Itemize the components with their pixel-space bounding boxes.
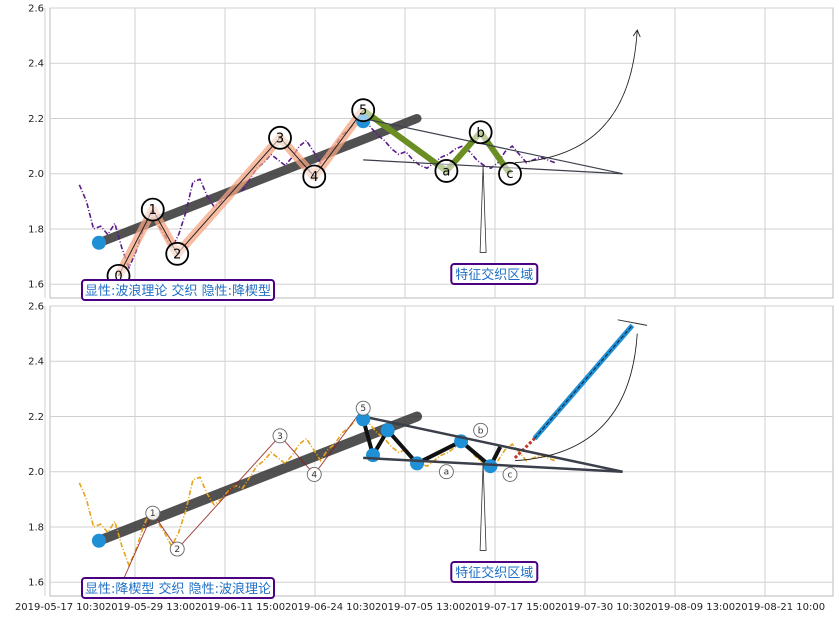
method-legend-label: 显性:波浪理论 交织 隐性:降楔型 [85, 283, 271, 299]
x-tick-label: 2019-08-21 10:00 [735, 602, 825, 613]
wave-label-c-top: c [506, 167, 513, 182]
y-tick-label-bottom: 2.4 [28, 357, 44, 368]
wave-label-circle-top [468, 120, 493, 145]
wedge-pivot-dot [410, 456, 425, 471]
method-legend-label: 显性:降楔型 交织 隐性:波浪理论 [85, 581, 271, 597]
x-tick-label: 2019-06-24 10:30 [285, 602, 375, 613]
x-tick-label: 2019-07-30 10:30 [555, 602, 645, 613]
pivot-dot-5 [356, 412, 371, 427]
wedge-pivot-dot [380, 423, 395, 438]
y-tick-label-top: 2.2 [28, 114, 44, 125]
wave-label-circle-bottom [438, 464, 454, 480]
wave-label-0-top: 0 [114, 269, 122, 284]
wave-label-4-bottom: 4 [311, 470, 317, 480]
wave-label-circle-top [268, 125, 292, 150]
wave-label-circle-bottom [473, 422, 489, 438]
wedge-lower-line [363, 456, 623, 473]
x-tick-label: 2019-05-29 13:00 [105, 602, 195, 613]
wave-correction-line [361, 107, 513, 176]
wedge-upper-line [362, 415, 623, 473]
x-tick-label: 2019-06-11 15:00 [195, 602, 285, 613]
wave-label-b-bottom: b [478, 426, 484, 436]
price-line-bottom [78, 415, 556, 568]
wave-label-1-top: 1 [149, 203, 157, 218]
wave-label-circle-top [498, 161, 522, 186]
y-tick-label-bottom: 1.8 [28, 522, 44, 533]
wedge-lower-line [363, 159, 623, 175]
method-legend-box [81, 577, 275, 599]
wave-label-circle-bottom [272, 428, 288, 444]
intersection-box-label: 特征交织区域 [455, 267, 533, 283]
x-tick-label: 2019-07-17 15:00 [465, 602, 555, 613]
trend-line-top [94, 113, 422, 248]
y-tick-label-top: 1.6 [28, 280, 44, 291]
x-tick-label: 2019-08-09 13:00 [645, 602, 735, 613]
wave-label-circle-bottom [145, 505, 161, 521]
wedge-upper-line [363, 117, 623, 175]
wave-label-circle-top [351, 98, 376, 123]
projection-cap [617, 319, 648, 326]
y-tick-label-bottom: 2.2 [28, 412, 44, 423]
intersection-pointer [479, 165, 487, 253]
pivot-dot-start [91, 533, 106, 548]
wave-label-3-top: 3 [276, 131, 284, 146]
y-tick-label-bottom: 2.0 [28, 467, 44, 478]
y-tick-label-top: 2.4 [28, 59, 44, 70]
wave-impulse-line [118, 109, 364, 277]
breakout-dash [513, 437, 536, 459]
wave-label-4-top: 4 [310, 170, 318, 185]
intersection-box [450, 561, 539, 583]
y-tick-label-top: 2.0 [28, 169, 44, 180]
wave-label-c-bottom: c [508, 470, 513, 480]
wave-label-circle-top [140, 197, 165, 222]
y-tick-label-top: 2.6 [28, 4, 44, 15]
wave-label-circle-top [434, 159, 459, 183]
wave-label-5-bottom: 5 [360, 404, 366, 414]
wave-label-circle-top [165, 241, 190, 266]
wave-label-2-top: 2 [173, 247, 181, 262]
pivot-dot-start [91, 235, 106, 250]
wave-label-circle-top [302, 164, 327, 189]
wedge-pivot-dot [365, 448, 380, 463]
wave-label-5-top: 5 [359, 104, 367, 119]
wave-label-1-bottom: 1 [150, 509, 156, 519]
wedge-pivot-dot [483, 459, 498, 474]
wave-label-circle-bottom [306, 467, 322, 482]
wave-label-circle-bottom [502, 467, 518, 482]
wave-label-circle-bottom [355, 400, 371, 416]
x-tick-label: 2019-07-05 13:00 [375, 602, 465, 613]
intersection-box [450, 263, 539, 285]
price-line-top [78, 117, 556, 270]
wave-label-3-bottom: 3 [277, 432, 283, 442]
intersection-pointer [479, 463, 487, 551]
y-tick-label-bottom: 1.6 [28, 578, 44, 589]
wave-label-a-top: a [442, 164, 450, 179]
wave-label-2-bottom: 2 [174, 545, 180, 555]
projection-curve [514, 30, 638, 164]
projection-dash [534, 325, 633, 439]
wave-label-a-bottom: a [444, 468, 450, 478]
wave-label-circle-bottom [169, 541, 185, 557]
intersection-box-label: 特征交织区域 [455, 565, 533, 581]
y-tick-label-bottom: 2.6 [28, 302, 44, 313]
y-tick-label-top: 1.8 [28, 224, 44, 235]
projection-curve [514, 333, 638, 462]
wave-impulse-line [118, 407, 364, 591]
projection-arrowhead [632, 29, 641, 38]
wave-label-b-top: b [477, 126, 485, 141]
method-legend-box [81, 279, 275, 301]
x-tick-label: 2019-05-17 10:30 [15, 602, 105, 613]
